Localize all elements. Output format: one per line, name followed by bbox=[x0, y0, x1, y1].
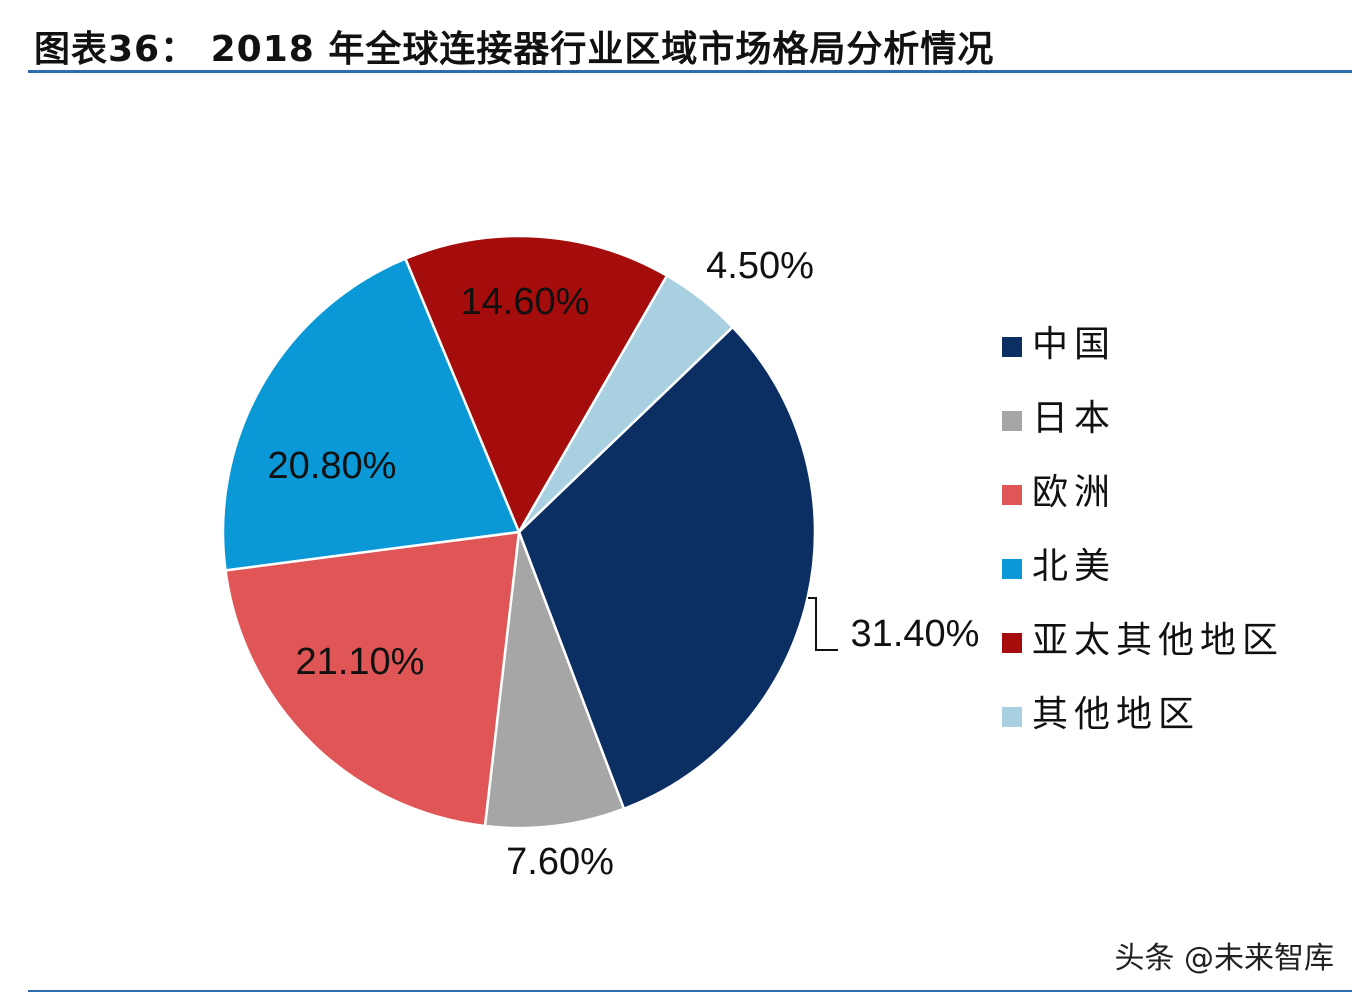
legend-swatch-north-america bbox=[1002, 559, 1022, 579]
top-rule bbox=[28, 70, 1352, 73]
legend-swatch-asia-pacific-other bbox=[1002, 633, 1022, 653]
pie-slice-asia-pacific-other bbox=[403, 234, 669, 535]
legend-swatch-other-regions bbox=[1002, 707, 1022, 727]
pie-slice-europe bbox=[224, 530, 521, 828]
pie-slice-north-america bbox=[221, 257, 521, 572]
bottom-rule bbox=[28, 990, 1352, 992]
legend-label-other-regions: 其他地区 bbox=[1032, 694, 1200, 735]
legend-label-north-america: 北美 bbox=[1032, 546, 1116, 587]
pie-slice-other-regions bbox=[517, 273, 735, 533]
leader-lines bbox=[808, 597, 838, 651]
chart-title: 图表36： 2018 年全球连接器行业区域市场格局分析情况 bbox=[34, 29, 995, 70]
leader-line-china bbox=[808, 597, 838, 651]
legend-label-japan: 日本 bbox=[1032, 398, 1116, 439]
legend-swatch-europe bbox=[1002, 485, 1022, 505]
slice-label-north-america: 20.80% bbox=[268, 445, 397, 487]
legend-swatch-china bbox=[1002, 337, 1022, 357]
pie-slice-japan bbox=[483, 531, 626, 830]
slice-label-china: 31.40% bbox=[851, 613, 980, 655]
watermark: 头条 @未来智库 bbox=[1114, 941, 1334, 976]
legend-label-china: 中国 bbox=[1032, 324, 1116, 365]
pie-slices bbox=[221, 234, 817, 830]
legend-label-asia-pacific-other: 亚太其他地区 bbox=[1032, 620, 1284, 661]
slice-label-asia-pacific-other: 14.60% bbox=[461, 281, 590, 323]
legend-label-europe: 欧洲 bbox=[1032, 472, 1116, 513]
pie-slice-china bbox=[517, 325, 817, 811]
slice-labels: 31.40% 7.60% 21.10% 20.80% 14.60% 4.50% bbox=[268, 245, 980, 883]
slice-label-japan: 7.60% bbox=[506, 841, 614, 883]
legend-swatch-japan bbox=[1002, 411, 1022, 431]
slice-label-europe: 21.10% bbox=[296, 641, 425, 683]
slice-label-other-regions: 4.50% bbox=[706, 245, 814, 287]
